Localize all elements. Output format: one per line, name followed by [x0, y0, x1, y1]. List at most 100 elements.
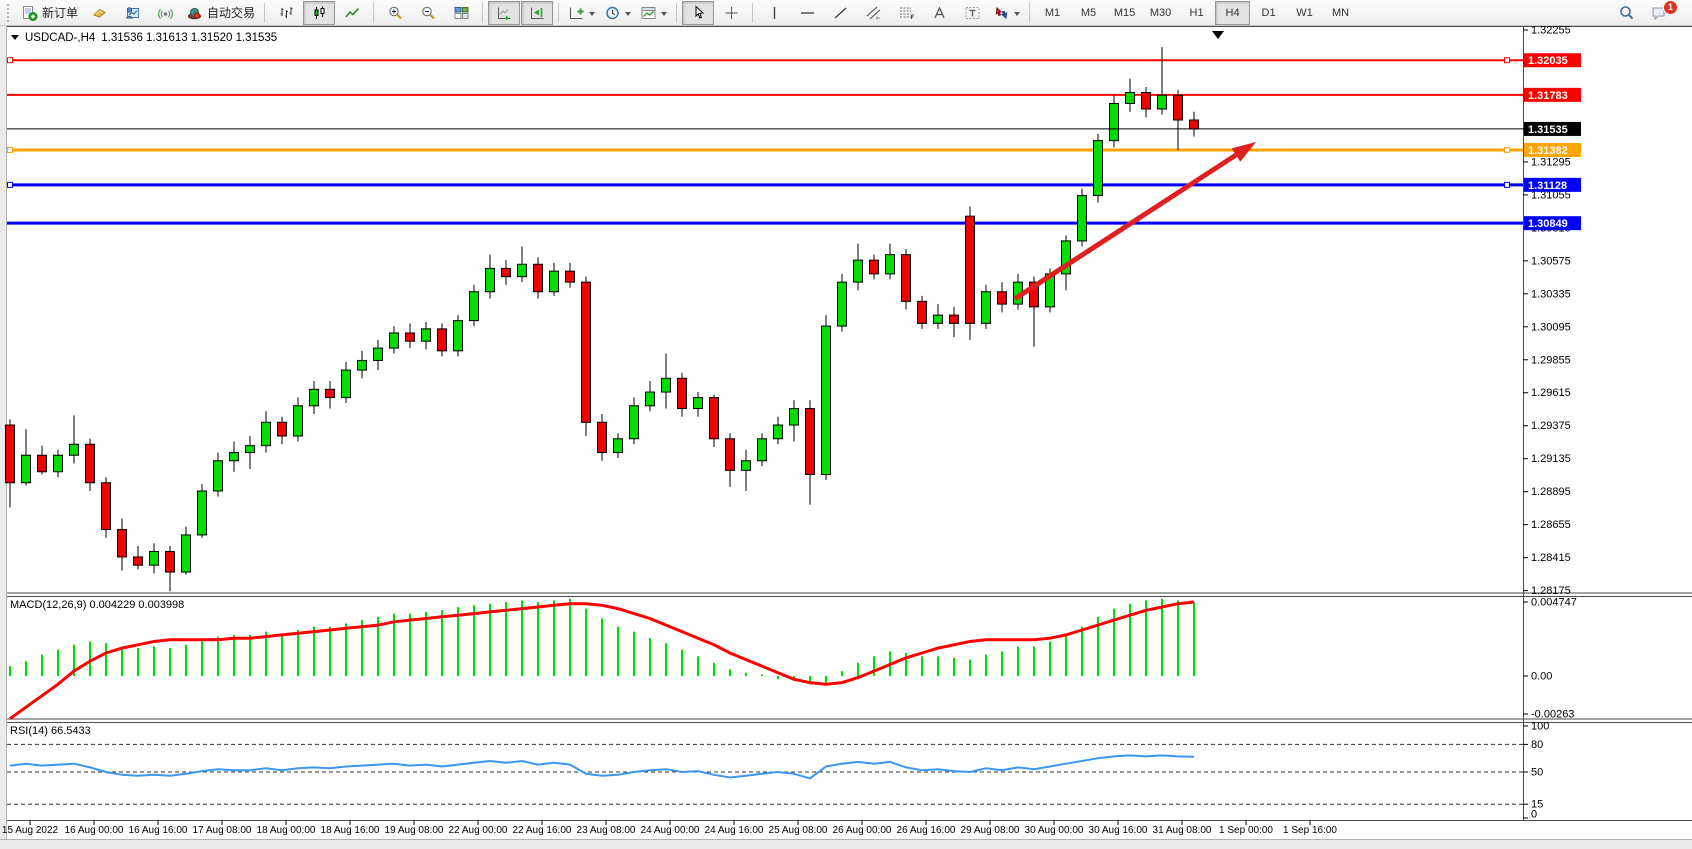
toolbar-grip[interactable] [7, 3, 13, 22]
macd-histogram [9, 598, 1195, 685]
time-axis-label: 22 Aug 00:00 [449, 825, 508, 836]
trend-arrow-head[interactable] [1231, 141, 1256, 162]
new-order-label: 新订单 [42, 6, 79, 20]
timeframe-h1-button[interactable]: H1 [1179, 1, 1214, 25]
line-chart-button[interactable] [336, 1, 368, 25]
horizontal-line-objects[interactable] [7, 59, 1523, 225]
price-axis-label: 1.29135 [1531, 453, 1571, 465]
horizontal-line-icon [800, 11, 814, 14]
timeframe-label: M15 [1113, 6, 1136, 19]
timeframe-m1-button[interactable]: M1 [1035, 1, 1070, 25]
timeframe-m30-button[interactable]: M30 [1143, 1, 1178, 25]
time-axis-label: 30 Aug 00:00 [1025, 825, 1084, 836]
time-axis-label: 18 Aug 00:00 [257, 825, 316, 836]
auto-scroll-icon [497, 7, 511, 20]
cursor-button[interactable] [682, 0, 715, 25]
chart-shift-button[interactable] [521, 0, 554, 25]
cursor-icon [695, 4, 704, 19]
chart-shift-marker[interactable] [1212, 31, 1224, 39]
indicators-button[interactable] [564, 1, 599, 25]
vertical-line-icon [773, 6, 775, 19]
macd-indicator-label: MACD(12,26,9) 0.004229 0.003998 [10, 599, 185, 611]
tile-windows-button[interactable] [445, 1, 477, 25]
price-tag-box [1524, 53, 1581, 68]
market-watch-button[interactable] [83, 1, 115, 25]
bar-chart-button[interactable] [270, 1, 302, 25]
line-handle[interactable] [1504, 146, 1510, 153]
price-axis-label: 1.28175 [1531, 585, 1571, 597]
auto-scroll-button[interactable] [488, 0, 521, 25]
toolbar-separator [676, 2, 678, 23]
line-handle[interactable] [7, 57, 13, 64]
timeframe-label: H1 [1189, 6, 1204, 19]
toolbar-separator [1029, 2, 1031, 23]
price-tag: 1.31128 [1528, 180, 1567, 192]
crosshair-icon [725, 6, 738, 19]
zoom-in-icon [388, 6, 402, 19]
text-label-button[interactable] [956, 1, 988, 25]
vertical-line-button[interactable] [758, 1, 790, 25]
candlestick-chart-button[interactable] [303, 0, 336, 25]
price-axis-label: 1.30095 [1531, 321, 1571, 333]
chart-title: USDCAD-,H4 1.31536 1.31613 1.31520 1.315… [11, 31, 277, 44]
chart-menu-icon[interactable] [11, 35, 19, 44]
signal-icon [157, 8, 173, 19]
zoom-out-icon [421, 6, 435, 19]
horizontal-line-button[interactable] [791, 1, 823, 25]
line-handle[interactable] [7, 181, 13, 188]
time-axis-label: 1 Sep 00:00 [1219, 825, 1273, 836]
price-tag-box [1524, 216, 1581, 231]
autotrading-button[interactable]: 自动交易 [182, 1, 259, 25]
timeframe-label: M30 [1149, 6, 1172, 19]
trendline-button[interactable] [824, 1, 856, 25]
strategy-tester-button[interactable] [116, 1, 148, 25]
timeframe-w1-button[interactable]: W1 [1287, 1, 1322, 25]
new-order-button[interactable]: 新订单 [17, 1, 82, 25]
crosshair-button[interactable] [715, 1, 747, 25]
periods-button[interactable] [600, 1, 635, 25]
text-icon [933, 5, 945, 18]
price-tag-box [1524, 177, 1581, 192]
time-axis-label: 15 Aug 2022 [2, 825, 59, 836]
rsi-axis-label: 15 [1531, 799, 1543, 811]
signals-button[interactable] [149, 1, 181, 25]
line-handle[interactable] [1504, 181, 1510, 188]
toolbar-separator [264, 2, 266, 23]
price-tag-box [1524, 87, 1581, 102]
zoom-out-button[interactable] [412, 1, 444, 25]
line-handle[interactable] [7, 146, 13, 153]
timeframe-h4-button[interactable]: H4 [1215, 0, 1251, 25]
timeframe-m5-button[interactable]: M5 [1071, 1, 1106, 25]
fibonacci-button[interactable] [890, 1, 922, 25]
zoom-in-button[interactable] [379, 1, 411, 25]
time-axis-label: 22 Aug 16:00 [513, 825, 572, 836]
trend-arrow[interactable] [1013, 152, 1238, 301]
price-axis-label: 1.29855 [1531, 354, 1571, 366]
line-handle[interactable] [1504, 57, 1510, 64]
time-axis-label: 23 Aug 08:00 [577, 825, 636, 836]
price-axis-label: 1.29375 [1531, 420, 1571, 432]
templates-button[interactable] [636, 1, 671, 25]
price-axis-label: 1.31295 [1531, 156, 1571, 168]
arrows-button[interactable] [989, 1, 1024, 25]
notifications-button[interactable]: 1 [1642, 0, 1678, 25]
time-axis-label: 16 Aug 16:00 [129, 825, 188, 836]
price-axis-label: 1.31055 [1531, 189, 1571, 201]
timeframe-d1-button[interactable]: D1 [1251, 1, 1286, 25]
price-tag: 1.32035 [1528, 55, 1568, 67]
toolbar-separator [373, 2, 375, 23]
price-axis-label: 1.28655 [1531, 519, 1571, 531]
channel-button[interactable] [857, 1, 889, 25]
tester-icon [125, 6, 139, 18]
timeframe-label: W1 [1296, 6, 1313, 19]
timeframe-mn-button[interactable]: MN [1323, 1, 1358, 25]
text-button[interactable] [923, 1, 955, 25]
price-tag: 1.31382 [1528, 145, 1568, 157]
price-axis-label: 1.28895 [1531, 486, 1571, 498]
time-axis-label: 24 Aug 16:00 [705, 825, 764, 836]
timeframe-label: M1 [1044, 6, 1061, 19]
search-button[interactable] [1610, 1, 1642, 25]
timeframe-m15-button[interactable]: M15 [1107, 1, 1142, 25]
price-tag-box [1524, 142, 1581, 157]
